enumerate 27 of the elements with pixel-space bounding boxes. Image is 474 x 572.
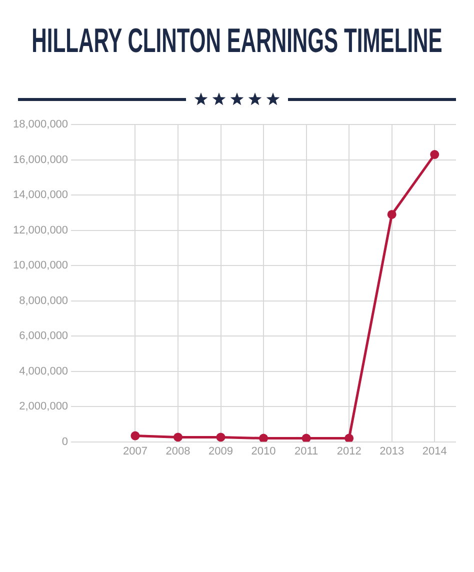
point <box>344 434 354 442</box>
x-tick-label: 2007 <box>122 445 148 458</box>
x-tick-label: 2009 <box>208 445 233 458</box>
point <box>173 432 182 442</box>
y-tick-label: 18,000,000 <box>12 118 68 131</box>
y-tick-label: 2,000,000 <box>19 400 68 413</box>
x-tick-label: 2008 <box>166 445 190 458</box>
point <box>130 431 140 440</box>
point <box>302 434 311 442</box>
x-tick-label: 2013 <box>380 445 404 458</box>
point <box>430 150 440 160</box>
y-tick-label: 0 <box>62 436 68 448</box>
y-tick-label: 14,000,000 <box>12 189 68 202</box>
y-tick-label: 12,000,000 <box>12 224 68 236</box>
y-tick-label: 6,000,000 <box>19 330 68 342</box>
x-tick-label: 2011 <box>294 445 318 458</box>
chart-title: HILLARY CLINTON EARNINGS TIMELINE <box>32 22 442 61</box>
point <box>216 432 226 442</box>
y-tick-label: 8,000,000 <box>19 294 68 307</box>
y-tick-label: 16,000,000 <box>12 154 68 166</box>
x-tick-label: 2012 <box>336 445 362 458</box>
x-tick-label: 2014 <box>422 445 447 458</box>
x-tick-label: 2010 <box>251 445 276 458</box>
point <box>387 210 396 219</box>
point <box>259 434 268 442</box>
y-tick-label: 4,000,000 <box>19 365 68 378</box>
y-tick-label: 10,000,000 <box>12 260 68 272</box>
